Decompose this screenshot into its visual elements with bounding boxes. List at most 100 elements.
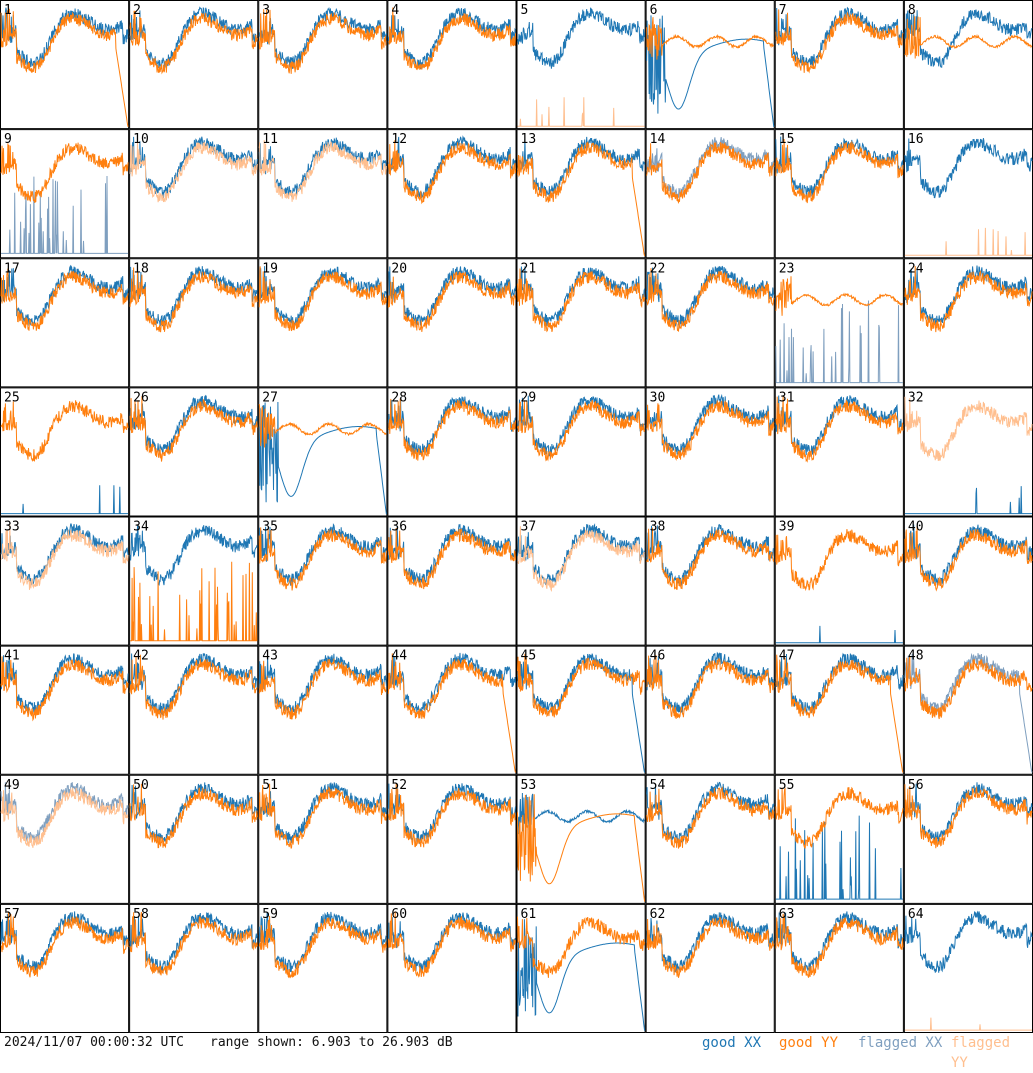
panel-label: 8 — [908, 3, 916, 18]
panel-39: 39 — [774, 516, 904, 646]
panel-frame — [258, 387, 388, 517]
panel-label: 2 — [133, 3, 141, 18]
series-yy-panel-12 — [387, 140, 516, 205]
panel-label: 39 — [779, 520, 795, 535]
series-yy-panel-31 — [775, 396, 904, 463]
series-yy-panel-51 — [258, 783, 387, 849]
panel-44: 44 — [387, 645, 517, 775]
panel-25: 25 — [0, 387, 130, 517]
panel-label: 64 — [908, 907, 924, 922]
series-yy-panel-48 — [904, 656, 1033, 720]
panel-label: 52 — [391, 778, 407, 793]
series-xx-panel-32 — [904, 486, 1032, 515]
series-yy-panel-63 — [775, 913, 904, 978]
series-yy-panel-59 — [258, 915, 387, 979]
series-yy-panel-62 — [646, 916, 775, 978]
panel-59: 59 — [258, 903, 388, 1033]
panel-label: 62 — [650, 907, 666, 922]
panel-6: 6 — [645, 0, 775, 130]
series-yy-panel-1 — [0, 8, 129, 128]
panel-2: 2 — [129, 0, 259, 130]
series-yy-panel-13 — [517, 141, 646, 257]
panel-33: 33 — [0, 516, 130, 646]
panel-40: 40 — [903, 516, 1033, 646]
panel-42: 42 — [129, 645, 259, 775]
panel-label: 3 — [262, 3, 270, 18]
panel-45: 45 — [516, 645, 646, 775]
series-yy-panel-35 — [258, 527, 387, 591]
series-yy-panel-15 — [775, 138, 904, 204]
panel-frame — [903, 0, 1033, 130]
panel-label: 57 — [4, 907, 20, 922]
series-yy-panel-44 — [387, 653, 516, 773]
panel-23: 23 — [774, 258, 904, 388]
panel-label: 12 — [391, 132, 407, 147]
panel-29: 29 — [516, 387, 646, 517]
panel-label: 58 — [133, 907, 149, 922]
panel-label: 46 — [650, 649, 666, 664]
series-yy-panel-53 — [517, 794, 646, 902]
panel-55: 55 — [774, 774, 904, 904]
panel-label: 1 — [4, 3, 12, 18]
panel-57: 57 — [0, 903, 130, 1033]
panel-label: 37 — [521, 520, 537, 535]
series-yy-panel-64 — [904, 1017, 1032, 1031]
series-yy-panel-30 — [646, 400, 775, 462]
series-xx-panel-5 — [517, 7, 646, 69]
timestamp: 2024/11/07 00:00:32 UTC — [4, 1035, 185, 1050]
panel-label: 47 — [779, 649, 795, 664]
panel-label: 49 — [4, 778, 20, 793]
series-yy-panel-60 — [387, 911, 516, 978]
series-yy-panel-14 — [646, 142, 775, 205]
series-xx-panel-25 — [1, 485, 129, 515]
series-xx-panel-34 — [129, 525, 258, 586]
panel-label: 40 — [908, 520, 924, 535]
panel-label: 32 — [908, 390, 924, 405]
series-xx-panel-29 — [517, 395, 645, 457]
series-yy-panel-25 — [0, 400, 129, 463]
panel-label: 59 — [262, 907, 278, 922]
panel-5: 5 — [516, 0, 646, 130]
panel-62: 62 — [645, 903, 775, 1033]
panel-31: 31 — [774, 387, 904, 517]
panel-9: 9 — [0, 129, 130, 259]
series-yy-panel-40 — [904, 526, 1033, 592]
series-yy-panel-52 — [387, 783, 516, 848]
panel-frame — [774, 258, 904, 388]
series-yy-panel-54 — [646, 786, 775, 849]
panel-28: 28 — [387, 387, 517, 517]
panel-1: 1 — [0, 0, 130, 130]
series-yy-panel-49 — [0, 787, 129, 848]
panel-label: 9 — [4, 132, 12, 147]
panel-label: 26 — [133, 390, 149, 405]
series-yy-panel-39 — [775, 529, 904, 592]
series-yy-panel-2 — [129, 10, 258, 75]
panel-48: 48 — [903, 645, 1033, 775]
series-yy-panel-16 — [904, 227, 1032, 256]
panel-frame — [645, 0, 775, 130]
series-yy-panel-34 — [130, 561, 258, 642]
panel-label: 11 — [262, 132, 278, 147]
panel-label: 45 — [521, 649, 537, 664]
series-yy-panel-37 — [517, 526, 645, 593]
panel-frame — [516, 774, 646, 904]
panel-10: 10 — [129, 129, 259, 259]
panel-label: 41 — [4, 649, 20, 664]
series-yy-panel-47 — [775, 654, 904, 773]
series-xx-panel-36 — [387, 523, 516, 584]
panel-label: 63 — [779, 907, 795, 922]
panel-label: 48 — [908, 649, 924, 664]
series-yy-panel-20 — [387, 271, 516, 332]
panel-label: 61 — [521, 907, 537, 922]
series-yy-panel-36 — [387, 527, 516, 590]
panel-label: 17 — [4, 261, 20, 276]
series-xx-panel-39 — [775, 625, 903, 644]
series-xx-panel-3 — [258, 6, 387, 69]
panel-label: 16 — [908, 132, 924, 147]
series-yy-panel-56 — [904, 784, 1033, 849]
panel-14: 14 — [645, 129, 775, 259]
series-yy-panel-8 — [904, 16, 1033, 59]
panel-12: 12 — [387, 129, 517, 259]
series-xx-panel-57 — [0, 911, 129, 973]
panel-label: 5 — [521, 3, 529, 18]
